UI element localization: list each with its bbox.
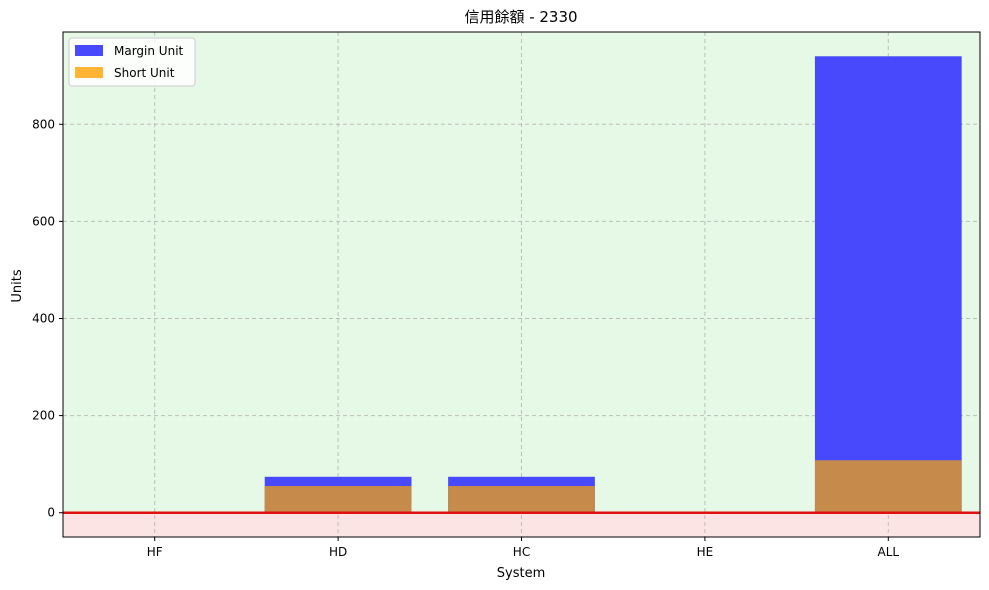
bar-margin-unit-all: [814, 56, 962, 513]
x-axis-label: System: [497, 566, 545, 581]
chart-title: 信用餘額 - 2330: [464, 8, 577, 26]
y-tick-label: 800: [32, 117, 55, 131]
x-tick-label: ALL: [878, 545, 900, 559]
legend-swatch-margin: [75, 45, 103, 56]
legend-label-short: Short Unit: [114, 66, 175, 80]
x-tick-label: HD: [329, 545, 347, 559]
x-tick-label: HF: [147, 545, 163, 559]
legend-swatch-short: [75, 67, 103, 78]
legend: Margin Unit Short Unit: [68, 37, 196, 87]
y-tick-label: 600: [32, 214, 55, 228]
bar-short-unit-all: [814, 460, 962, 513]
bar-short-unit-hc: [448, 486, 595, 513]
bars: [264, 56, 962, 513]
y-axis-label: Units: [10, 269, 25, 302]
x-tick-label: HE: [697, 545, 714, 559]
x-tick-label: HC: [513, 545, 530, 559]
y-tick-label: 200: [32, 409, 55, 423]
legend-label-margin: Margin Unit: [114, 44, 184, 58]
y-tick-label: 400: [32, 311, 55, 325]
bar-short-unit-hd: [264, 486, 412, 513]
axis-ticks: 0 200 400 600 800 HF HD HC HE ALL: [32, 117, 899, 559]
y-tick-label: 0: [47, 506, 55, 520]
